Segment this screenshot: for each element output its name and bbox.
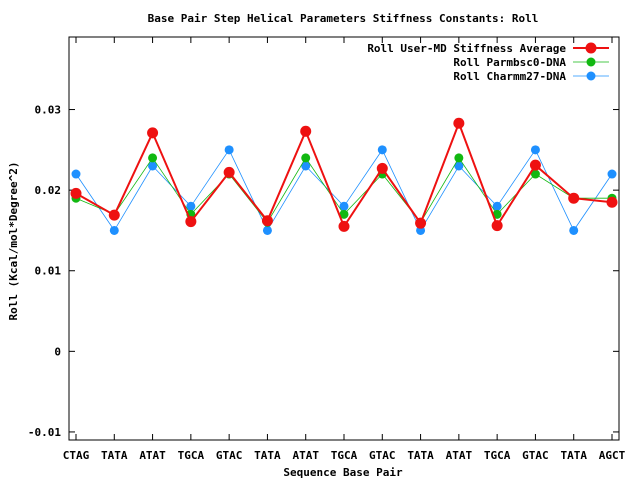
data-point	[569, 225, 579, 235]
data-point	[224, 145, 234, 155]
data-point	[377, 145, 387, 155]
x-tick-label: TATA	[254, 449, 281, 462]
x-tick-label: ATAT	[292, 449, 319, 462]
data-point	[186, 201, 196, 211]
x-axis-ticks: CTAG TATA ATAT TGCA GTAC TATA ATAT TGCA GTAC TATA…	[63, 37, 626, 462]
data-point	[148, 161, 158, 171]
data-point	[492, 201, 502, 211]
y-tick-label: 0.01	[35, 265, 62, 278]
x-tick-label: GTAC	[369, 449, 396, 462]
data-point	[491, 220, 503, 232]
data-point	[492, 209, 502, 219]
legend-swatch-marker	[586, 71, 596, 81]
data-point	[607, 169, 617, 179]
x-tick-label: GTAC	[522, 449, 549, 462]
y-tick-label: 0	[54, 345, 61, 358]
data-point	[223, 166, 235, 178]
y-tick-label: -0.01	[28, 426, 61, 439]
data-point	[301, 153, 311, 163]
data-point	[147, 127, 159, 139]
data-point	[454, 153, 464, 163]
data-point	[529, 159, 541, 171]
x-tick-label: TATA	[560, 449, 587, 462]
data-point	[261, 215, 273, 227]
x-tick-label: TGCA	[178, 449, 205, 462]
legend-swatch-marker	[585, 42, 597, 54]
x-tick-label: ATAT	[446, 449, 473, 462]
data-point	[262, 225, 272, 235]
x-tick-label: GTAC	[216, 449, 243, 462]
data-point	[108, 209, 120, 221]
data-point	[606, 196, 618, 208]
data-point	[185, 216, 197, 228]
data-point	[338, 220, 350, 232]
data-point	[300, 125, 312, 137]
data-point	[71, 169, 81, 179]
data-point	[339, 209, 349, 219]
x-tick-label: TGCA	[331, 449, 358, 462]
data-point	[301, 161, 311, 171]
legend-label: Roll User-MD Stiffness Average	[367, 42, 566, 55]
legend-label: Roll Charmm27-DNA	[453, 70, 566, 83]
data-point	[530, 145, 540, 155]
series-layer	[70, 117, 618, 235]
y-tick-label: 0.02	[35, 184, 62, 197]
x-tick-label: TATA	[407, 449, 434, 462]
series-2	[70, 117, 618, 232]
x-tick-label: ATAT	[139, 449, 166, 462]
x-tick-label: AGCT	[599, 449, 626, 462]
data-point	[454, 161, 464, 171]
data-point	[568, 192, 580, 204]
y-tick-label: 0.03	[35, 104, 62, 117]
data-point	[453, 117, 465, 129]
data-point	[415, 217, 427, 229]
series-0	[71, 145, 617, 235]
x-tick-label: TATA	[101, 449, 128, 462]
data-point	[530, 169, 540, 179]
data-point	[339, 201, 349, 211]
y-axis-label: Roll (Kcal/mol*Degree^2)	[7, 162, 20, 321]
legend-swatch-marker	[586, 57, 596, 67]
x-tick-label: CTAG	[63, 449, 90, 462]
x-tick-label: TGCA	[484, 449, 511, 462]
data-point	[70, 187, 82, 199]
chart-title: Base Pair Step Helical Parameters Stiffn…	[148, 12, 539, 25]
y-axis-ticks: -0.01 0 0.01 0.02 0.03	[28, 104, 619, 439]
x-axis-label: Sequence Base Pair	[283, 466, 403, 479]
legend-label: Roll Parmbsc0-DNA	[453, 56, 566, 69]
data-point	[376, 162, 388, 174]
plot-frame	[68, 36, 620, 441]
data-point	[148, 153, 158, 163]
data-point	[109, 225, 119, 235]
